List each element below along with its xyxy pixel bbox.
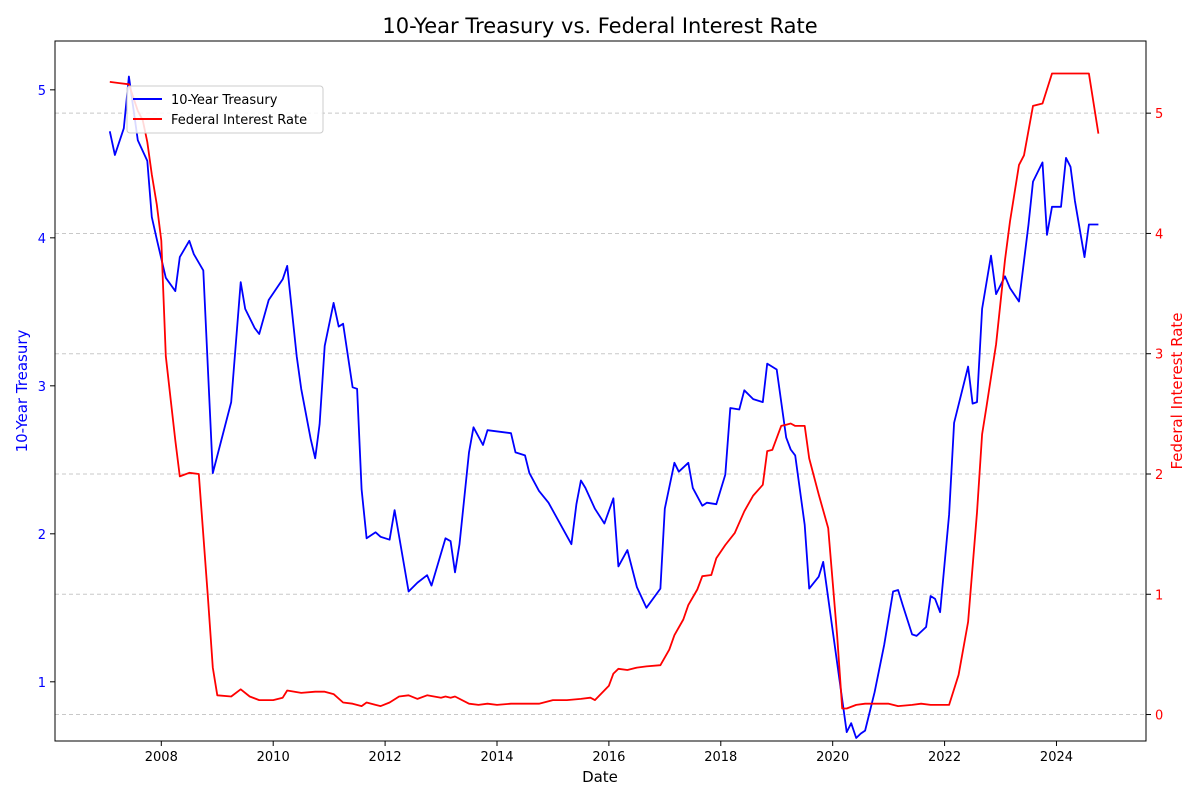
y-right-tick-label: 5 (1155, 107, 1163, 122)
y-right-tick-label: 1 (1155, 588, 1163, 603)
plot-frame (54, 40, 1147, 742)
treasury-line (108, 75, 1099, 739)
x-axis: 2008 2010 2012 2014 2016 2018 2020 2022 2024 (145, 741, 1073, 765)
y-right-tick-label: 0 (1155, 709, 1163, 724)
legend-label-fed: Federal Interest Rate (171, 113, 307, 128)
y-left-tick-label: 1 (38, 676, 46, 691)
x-tick-label: 2010 (257, 750, 290, 765)
y-right-tick-label: 4 (1155, 227, 1163, 242)
chart-title: 10-Year Treasury vs. Federal Interest Ra… (382, 14, 817, 38)
x-tick-label: 2022 (928, 750, 961, 765)
y-axis-left: 1 2 3 4 5 (38, 84, 55, 691)
legend: 10-Year Treasury Federal Interest Rate (126, 85, 324, 134)
x-tick-label: 2024 (1040, 750, 1073, 765)
y-right-tick-label: 2 (1155, 468, 1163, 483)
x-tick-label: 2012 (369, 750, 402, 765)
x-tick-label: 2016 (592, 750, 625, 765)
y-left-tick-label: 4 (38, 232, 46, 247)
y-left-tick-label: 3 (38, 380, 46, 395)
fed-rate-line (109, 72, 1100, 710)
x-tick-label: 2014 (480, 750, 513, 765)
y-axis-right: 0 1 2 3 4 5 (1146, 107, 1163, 724)
y-left-tick-label: 2 (38, 528, 46, 543)
x-axis-label: Date (582, 768, 618, 786)
series-lines (108, 72, 1100, 739)
legend-box (126, 85, 324, 134)
x-tick-label: 2008 (145, 750, 178, 765)
x-tick-label: 2020 (816, 750, 849, 765)
grid-lines (55, 112, 1146, 716)
y-axis-left-label: 10-Year Treasury (13, 329, 31, 452)
y-left-tick-label: 5 (38, 84, 46, 99)
y-axis-right-label: Federal Interest Rate (1168, 312, 1186, 469)
legend-label-treasury: 10-Year Treasury (171, 93, 278, 108)
x-tick-label: 2018 (704, 750, 737, 765)
y-right-tick-label: 3 (1155, 348, 1163, 363)
